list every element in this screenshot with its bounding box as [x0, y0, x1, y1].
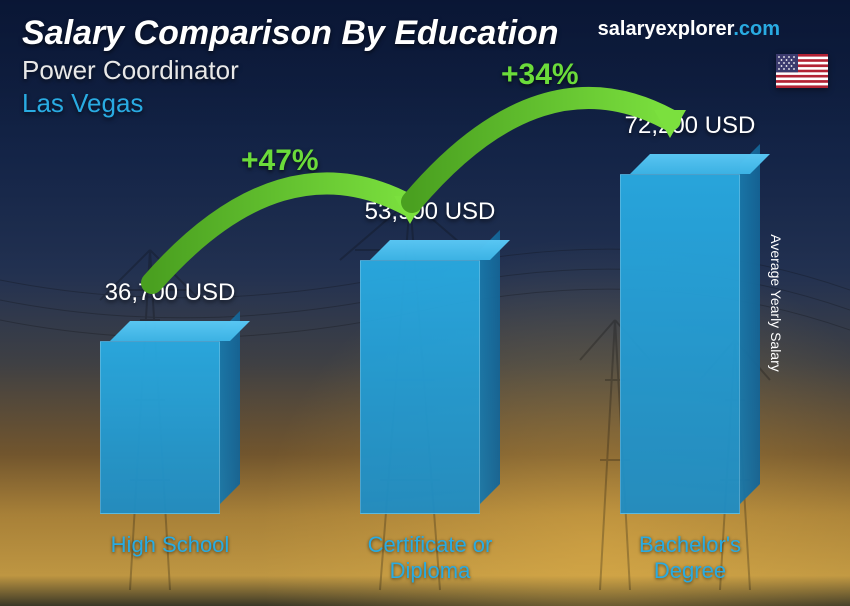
bar-chart: 36,700 USDHigh School53,900 USDCertifica… [40, 96, 790, 576]
chart-location: Las Vegas [22, 88, 828, 119]
brand-suffix: .com [733, 18, 780, 40]
increase-arrow [40, 96, 790, 576]
brand-name: salaryexplorer [598, 18, 734, 40]
y-axis-label: Average Yearly Salary [767, 234, 783, 372]
chart-subtitle: Power Coordinator [22, 55, 828, 86]
brand-logo: salaryexplorer.com [598, 18, 780, 41]
flag-icon [776, 54, 828, 88]
